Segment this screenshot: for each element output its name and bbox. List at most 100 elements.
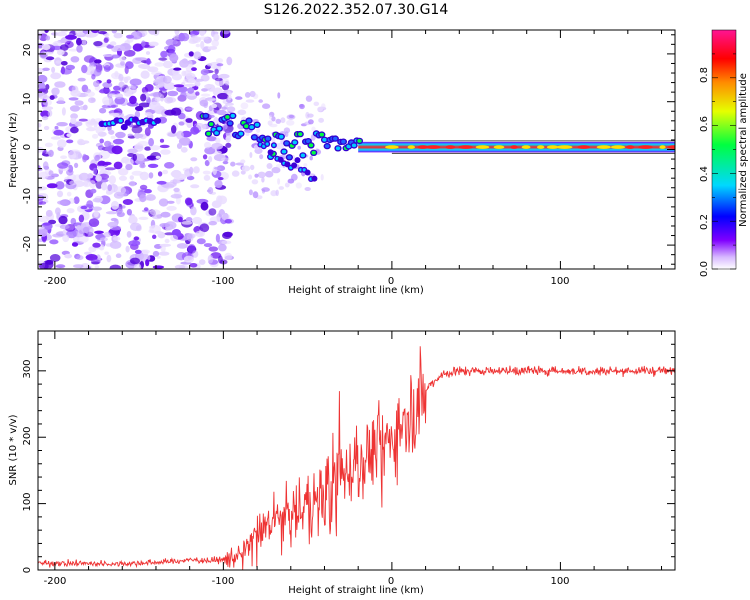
noise-blob — [104, 32, 110, 37]
noise-blob — [262, 103, 271, 109]
noise-blob — [145, 51, 151, 55]
noise-blob — [70, 217, 77, 225]
ridge-core — [417, 145, 429, 149]
noise-blob — [99, 88, 111, 93]
noise-blob — [245, 132, 250, 136]
noise-blob — [42, 67, 50, 72]
noise-blob — [152, 234, 157, 239]
noise-blob — [141, 40, 146, 47]
noise-blob — [125, 164, 133, 171]
noise-blob — [38, 227, 48, 237]
noise-blob — [133, 236, 140, 241]
noise-blob — [135, 105, 144, 112]
noise-blob — [91, 74, 96, 80]
noise-blob — [179, 59, 189, 68]
noise-blob — [48, 149, 54, 157]
noise-blob — [112, 236, 121, 241]
noise-blob — [252, 191, 259, 199]
noise-blob — [189, 263, 198, 268]
noise-blob — [214, 166, 222, 170]
top-y-axis-label: Frequency (Hz) — [8, 112, 19, 188]
noise-blob — [148, 138, 155, 147]
noise-blob — [152, 265, 165, 269]
noise-blob — [99, 237, 108, 242]
noise-blob — [151, 71, 162, 76]
noise-blob — [83, 55, 95, 63]
noise-blob — [192, 250, 199, 258]
noise-blob — [76, 225, 82, 231]
noise-blob — [38, 82, 46, 90]
noise-blob — [183, 78, 192, 84]
noise-blob — [119, 56, 126, 62]
noise-blob — [76, 255, 84, 261]
noise-blob — [158, 251, 170, 256]
noise-blob — [222, 212, 229, 221]
noise-blob — [284, 182, 290, 188]
noise-blob — [132, 153, 137, 161]
noise-blob — [149, 209, 161, 216]
noise-blob — [199, 223, 210, 233]
ridge-blob — [120, 123, 128, 131]
noise-blob — [167, 44, 176, 54]
noise-blob — [88, 218, 100, 228]
noise-blob — [160, 50, 168, 58]
noise-blob — [101, 182, 108, 191]
noise-blob — [225, 135, 231, 143]
noise-blob — [61, 30, 68, 33]
noise-blob — [92, 167, 98, 175]
noise-blob — [107, 184, 112, 192]
noise-blob — [128, 240, 141, 247]
noise-blob — [156, 180, 167, 185]
noise-blob — [129, 78, 142, 86]
noise-blob — [164, 238, 170, 244]
noise-blob — [148, 41, 159, 47]
noise-blob — [128, 215, 138, 224]
noise-blob — [200, 69, 209, 76]
noise-blob — [320, 174, 324, 181]
noise-blob — [110, 104, 116, 108]
noise-blob — [173, 187, 180, 193]
noise-blob — [134, 110, 141, 119]
noise-blob — [109, 240, 122, 249]
noise-blob — [221, 240, 232, 245]
noise-blob — [55, 60, 61, 64]
noise-blob — [144, 146, 152, 151]
noise-blob — [173, 67, 182, 71]
noise-blob — [129, 257, 141, 265]
noise-blob — [80, 205, 88, 210]
noise-blob — [208, 221, 217, 226]
noise-blob — [82, 30, 90, 34]
noise-blob — [189, 166, 194, 175]
noise-blob — [38, 122, 42, 128]
noise-blob — [159, 144, 170, 149]
noise-blob — [240, 159, 246, 164]
noise-blob — [81, 140, 90, 144]
noise-blob — [102, 81, 113, 88]
top-x-axis-label: Height of straight line (km) — [288, 285, 424, 296]
noise-blob — [66, 169, 74, 176]
ridge-blob-core — [217, 126, 222, 131]
noise-blob — [122, 199, 134, 205]
noise-blob — [187, 87, 195, 94]
noise-blob — [220, 157, 230, 162]
noise-blob — [56, 190, 64, 198]
noise-blob — [70, 56, 80, 63]
noise-blob — [127, 148, 138, 154]
noise-blob — [185, 72, 196, 80]
noise-blob — [56, 49, 65, 56]
colorbar: 0.0 0.2 0.4 0.6 0.8 Normalized spectral … — [699, 29, 749, 277]
noise-blob — [111, 30, 118, 34]
noise-blob — [38, 171, 49, 180]
noise-blob — [45, 56, 55, 61]
noise-blob — [178, 121, 185, 126]
spectrogram-ticks — [38, 30, 675, 269]
noise-blob — [154, 97, 162, 102]
ridge-blob-core — [206, 131, 211, 136]
ridge-blob-core — [351, 143, 357, 148]
noise-blob — [94, 230, 104, 234]
bottom-xtick-label-1: -100 — [212, 576, 235, 587]
ridge-blob-core — [214, 131, 219, 135]
noise-blob — [224, 130, 231, 136]
noise-blob — [103, 37, 109, 44]
noise-blob — [92, 198, 102, 203]
